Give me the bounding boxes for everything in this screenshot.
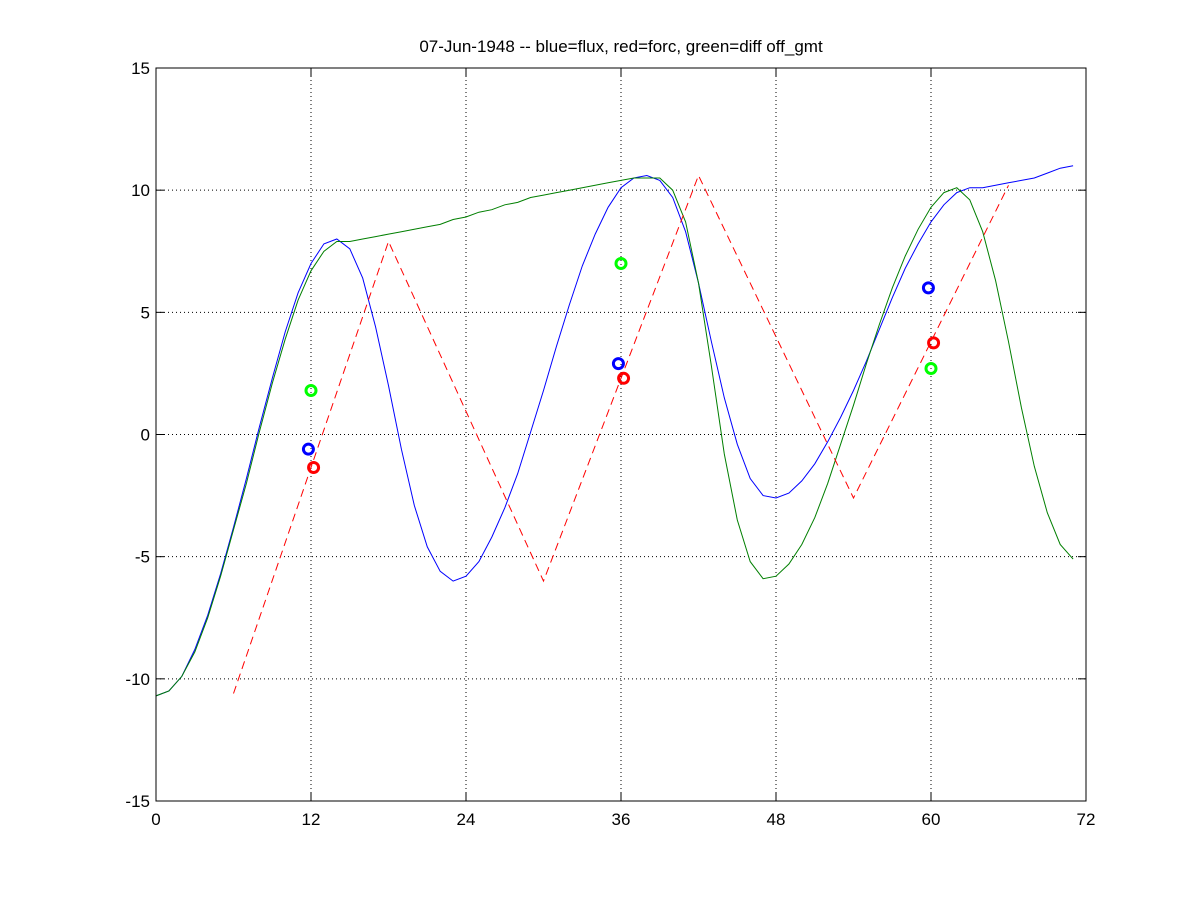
x-tick-label: 72 [1077,810,1096,829]
data-point [617,371,631,385]
chart-title: 07-Jun-1948 -- blue=flux, red=forc, gree… [419,37,823,56]
x-tick-label: 60 [922,810,941,829]
y-tick-label: 15 [131,59,150,78]
data-point [927,336,941,350]
grid [156,68,1086,801]
data-point [611,357,625,371]
x-tick-label: 36 [612,810,631,829]
y-tick-label: 0 [141,426,150,445]
data-point [307,460,321,474]
data-point [921,281,935,295]
data-point [301,442,315,456]
axis-ticks: 0 12 24 36 48 60 72 -15 -10 -5 0 5 10 15 [125,59,1095,829]
series-line-3 [233,174,1009,694]
x-tick-label: 24 [457,810,476,829]
y-tick-label: -10 [125,670,150,689]
y-tick-label: -15 [125,792,150,811]
y-tick-label: -5 [135,548,150,567]
series-lines [155,165,1074,697]
data-points [301,256,941,474]
y-tick-label: 5 [141,303,150,322]
series-line-1 [155,165,1074,697]
x-tick-label: 48 [767,810,786,829]
series-line-2 [155,177,1074,697]
y-tick-label: 10 [131,181,150,200]
data-point [304,384,318,398]
x-tick-label: 0 [151,810,160,829]
x-tick-label: 12 [302,810,321,829]
data-point [614,256,628,270]
data-point [924,362,938,376]
